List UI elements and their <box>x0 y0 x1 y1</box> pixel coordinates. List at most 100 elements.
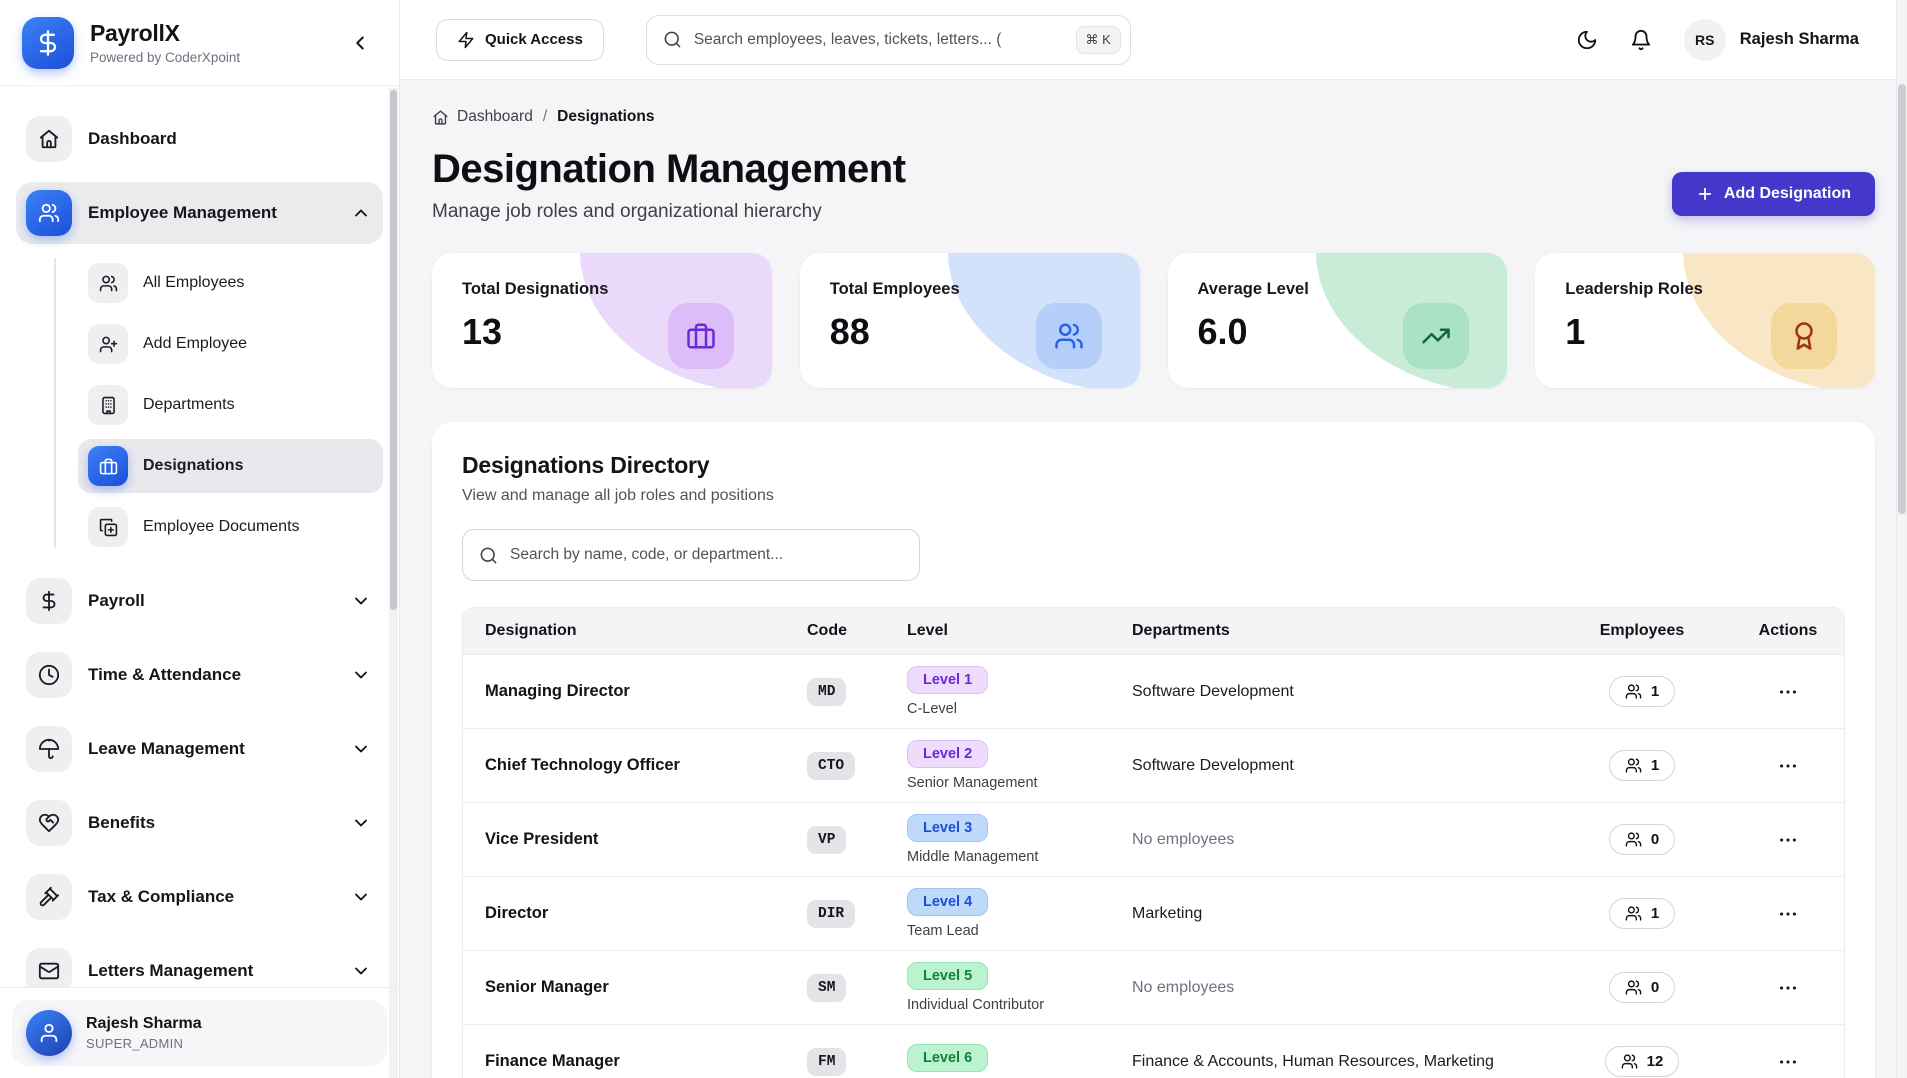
mail-icon <box>26 948 72 987</box>
breadcrumb-home-link[interactable]: Dashboard <box>432 108 533 126</box>
page-scrollbar[interactable] <box>1896 0 1907 1078</box>
briefcase-icon <box>667 303 734 369</box>
employees-count-pill[interactable]: 0 <box>1608 824 1676 855</box>
designation-name: Vice President <box>485 830 599 848</box>
sidebar-user-card[interactable]: Rajesh Sharma SUPER_ADMIN <box>12 1000 387 1066</box>
documents-icon <box>88 507 128 547</box>
profile-menu[interactable]: RS Rajesh Sharma <box>1683 18 1859 61</box>
employees-count: 0 <box>1650 979 1660 996</box>
employees-count-pill[interactable]: 0 <box>1608 972 1676 1003</box>
table-row: Director DIR Level 4 Team Lead Marketing… <box>463 876 1844 950</box>
stat-value: 13 <box>462 311 503 352</box>
sidebar-item-designations[interactable]: Designations <box>78 439 383 493</box>
ellipsis-icon <box>1777 1051 1799 1073</box>
sidebar-item-employee-management[interactable]: Employee Management <box>16 182 383 244</box>
row-actions-button[interactable] <box>1777 657 1799 726</box>
employees-count-pill[interactable]: 1 <box>1608 676 1676 707</box>
dollar-icon <box>34 29 62 57</box>
ellipsis-icon <box>1777 977 1799 999</box>
stat-value: 88 <box>829 311 870 352</box>
level-badge: Level 1 <box>907 666 989 694</box>
sidebar-item-tax-compliance[interactable]: Tax & Compliance <box>16 866 383 928</box>
sidebar-item-departments[interactable]: Departments <box>78 378 383 432</box>
stat-label: Total Employees <box>829 280 960 298</box>
clock-icon <box>26 652 72 698</box>
main-area: Quick Access ⌘ K RS Rajesh Sharma <box>400 0 1907 1078</box>
user-plus-icon <box>88 324 128 364</box>
sidebar-item-time-attendance[interactable]: Time & Attendance <box>16 644 383 706</box>
sidebar-user-name: Rajesh Sharma <box>86 1015 202 1032</box>
directory-search-input[interactable] <box>510 546 903 564</box>
level-badge: Level 5 <box>907 962 989 990</box>
users-icon <box>1621 1053 1638 1070</box>
topbar-user-name: Rajesh Sharma <box>1739 30 1859 48</box>
sidebar-item-dashboard[interactable]: Dashboard <box>16 108 383 170</box>
topbar-actions: RS Rajesh Sharma <box>1576 18 1859 61</box>
sidebar-item-employee-documents[interactable]: Employee Documents <box>78 500 383 554</box>
stat-card-average-level: Average Level 6.0 <box>1167 253 1508 388</box>
stat-label: Average Level <box>1197 280 1309 298</box>
heart-handshake-icon <box>26 800 72 846</box>
row-actions-button[interactable] <box>1777 805 1799 874</box>
topbar: Quick Access ⌘ K RS Rajesh Sharma <box>400 0 1907 80</box>
user-icon <box>38 1022 60 1044</box>
row-actions-button[interactable] <box>1777 879 1799 948</box>
chevron-down-icon <box>351 813 371 833</box>
search-icon <box>479 546 498 565</box>
quick-access-button[interactable]: Quick Access <box>436 18 604 61</box>
sidebar-scrollbar-thumb[interactable] <box>390 90 397 610</box>
users-icon <box>1625 831 1642 848</box>
chevron-down-icon <box>351 961 371 981</box>
sidebar-collapse-button[interactable] <box>343 26 377 60</box>
moon-icon <box>1576 29 1598 51</box>
global-search-input[interactable] <box>693 30 1064 49</box>
row-actions-button[interactable] <box>1777 731 1799 800</box>
sidebar-subitem-label: Departments <box>143 396 235 413</box>
users-icon <box>88 263 128 303</box>
employees-count-pill[interactable]: 1 <box>1608 750 1676 781</box>
search-icon <box>663 30 682 49</box>
row-actions-button[interactable] <box>1777 1027 1799 1078</box>
users-icon <box>1625 979 1642 996</box>
users-icon <box>1625 905 1642 922</box>
dollar-icon <box>26 578 72 624</box>
add-designation-button[interactable]: Add Designation <box>1671 172 1875 216</box>
row-actions-button[interactable] <box>1777 953 1799 1022</box>
sidebar-item-leave-management[interactable]: Leave Management <box>16 718 383 780</box>
breadcrumb-home-label: Dashboard <box>457 108 533 125</box>
sidebar-item-payroll[interactable]: Payroll <box>16 570 383 632</box>
breadcrumb-separator: / <box>542 108 548 125</box>
departments-cell: Software Development <box>1132 756 1294 774</box>
dark-mode-toggle[interactable] <box>1576 29 1598 51</box>
employees-count-pill[interactable]: 1 <box>1608 898 1676 929</box>
column-header-employees: Employees <box>1599 622 1685 639</box>
level-badge: Level 3 <box>907 814 989 842</box>
plus-icon <box>1696 185 1714 203</box>
chevron-up-icon <box>351 203 371 223</box>
sidebar-user-info: Rajesh Sharma SUPER_ADMIN <box>86 1015 202 1051</box>
chevron-down-icon <box>351 887 371 907</box>
table-row: Finance Manager FM Level 6 Finance & Acc… <box>463 1024 1844 1078</box>
sidebar-item-all-employees[interactable]: All Employees <box>78 256 383 310</box>
notifications-button[interactable] <box>1630 29 1652 51</box>
departments-cell: Finance & Accounts, Human Resources, Mar… <box>1132 1052 1494 1070</box>
stat-value: 1 <box>1565 311 1586 352</box>
ellipsis-icon <box>1777 681 1799 703</box>
sidebar-item-letters-management[interactable]: Letters Management <box>16 940 383 987</box>
sidebar-item-add-employee[interactable]: Add Employee <box>78 317 383 371</box>
table-row: Managing Director MD Level 1 C-Level Sof… <box>463 654 1844 728</box>
sidebar-scrollbar[interactable] <box>389 88 398 1078</box>
departments-cell: Marketing <box>1132 904 1203 922</box>
users-icon <box>1625 757 1642 774</box>
sidebar-footer: Rajesh Sharma SUPER_ADMIN <box>0 987 399 1078</box>
sidebar-subitem-label: Designations <box>143 457 244 474</box>
employees-count-pill[interactable]: 12 <box>1604 1046 1680 1077</box>
sidebar-item-benefits[interactable]: Benefits <box>16 792 383 854</box>
code-badge: FM <box>807 1047 847 1076</box>
page-subtitle: Manage job roles and organizational hier… <box>432 201 822 222</box>
brand-name: PayrollX <box>90 20 180 46</box>
award-icon <box>1771 303 1837 369</box>
trending-up-icon <box>1403 303 1470 369</box>
page-scrollbar-thumb[interactable] <box>1898 84 1906 514</box>
add-designation-label: Add Designation <box>1723 185 1851 202</box>
